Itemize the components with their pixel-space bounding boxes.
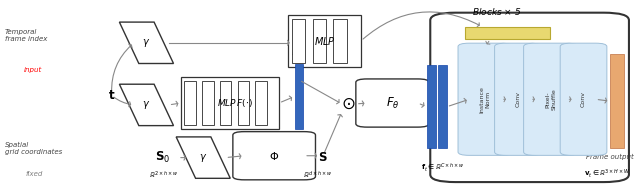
Text: $\mathbf{t}$: $\mathbf{t}$ <box>108 89 115 102</box>
FancyBboxPatch shape <box>465 27 550 39</box>
FancyBboxPatch shape <box>524 43 578 155</box>
FancyBboxPatch shape <box>289 15 361 67</box>
Text: $\mathbf{S}_0$: $\mathbf{S}_0$ <box>155 150 170 165</box>
Text: $\mathbb{R}^{2\times h\times w}$: $\mathbb{R}^{2\times h\times w}$ <box>149 170 179 181</box>
FancyBboxPatch shape <box>202 81 214 125</box>
FancyBboxPatch shape <box>333 19 347 63</box>
Text: Spatial
grid coordinates: Spatial grid coordinates <box>4 142 62 155</box>
FancyBboxPatch shape <box>181 77 279 129</box>
Text: $\gamma$: $\gamma$ <box>199 152 207 164</box>
Text: $\mathbb{R}^d$: $\mathbb{R}^d$ <box>291 48 301 59</box>
Text: $\Phi$: $\Phi$ <box>269 150 279 162</box>
Text: Conv: Conv <box>581 91 586 107</box>
FancyBboxPatch shape <box>313 19 326 63</box>
FancyBboxPatch shape <box>233 132 316 180</box>
Text: $\mathbf{v}_t \in \mathbb{R}^{3\times H\times W}$: $\mathbf{v}_t \in \mathbb{R}^{3\times H\… <box>584 167 630 180</box>
Polygon shape <box>120 84 173 126</box>
Text: $\mathbf{f}_t \in \mathbb{R}^{C\times h\times w}$: $\mathbf{f}_t \in \mathbb{R}^{C\times h\… <box>421 162 465 174</box>
Text: input: input <box>24 67 42 73</box>
Text: Blocks $\times$ 5: Blocks $\times$ 5 <box>472 6 521 17</box>
FancyBboxPatch shape <box>292 19 305 63</box>
FancyBboxPatch shape <box>495 43 541 155</box>
Text: fixed: fixed <box>26 171 43 177</box>
FancyBboxPatch shape <box>356 79 429 127</box>
Polygon shape <box>176 137 230 178</box>
FancyBboxPatch shape <box>560 43 607 155</box>
FancyBboxPatch shape <box>430 13 629 182</box>
Text: Instance
Norm: Instance Norm <box>480 86 490 113</box>
FancyBboxPatch shape <box>255 81 267 125</box>
Text: $MLP\,F(\cdot)$: $MLP\,F(\cdot)$ <box>217 97 253 109</box>
Text: $\gamma$: $\gamma$ <box>142 99 150 111</box>
Text: $MLP$: $MLP$ <box>314 35 335 47</box>
Text: $\mathbb{R}^{d\times h\times w}$: $\mathbb{R}^{d\times h\times w}$ <box>303 170 333 181</box>
FancyBboxPatch shape <box>220 81 231 125</box>
Polygon shape <box>120 22 173 63</box>
Text: Conv: Conv <box>515 91 520 107</box>
Text: Pixel-
Shuffle: Pixel- Shuffle <box>545 88 556 110</box>
Text: Temporal
frame index: Temporal frame index <box>4 29 47 42</box>
Text: Frame output: Frame output <box>586 154 634 160</box>
FancyBboxPatch shape <box>294 63 303 129</box>
FancyBboxPatch shape <box>438 65 447 148</box>
FancyBboxPatch shape <box>237 81 249 125</box>
Text: $\mathbf{S}$: $\mathbf{S}$ <box>318 151 328 164</box>
Text: $\odot$: $\odot$ <box>341 95 355 113</box>
Text: $F_\theta$: $F_\theta$ <box>386 96 399 111</box>
FancyBboxPatch shape <box>458 43 512 155</box>
FancyBboxPatch shape <box>427 65 436 148</box>
FancyBboxPatch shape <box>184 81 196 125</box>
FancyBboxPatch shape <box>610 54 624 148</box>
Text: $\gamma$: $\gamma$ <box>142 37 150 49</box>
